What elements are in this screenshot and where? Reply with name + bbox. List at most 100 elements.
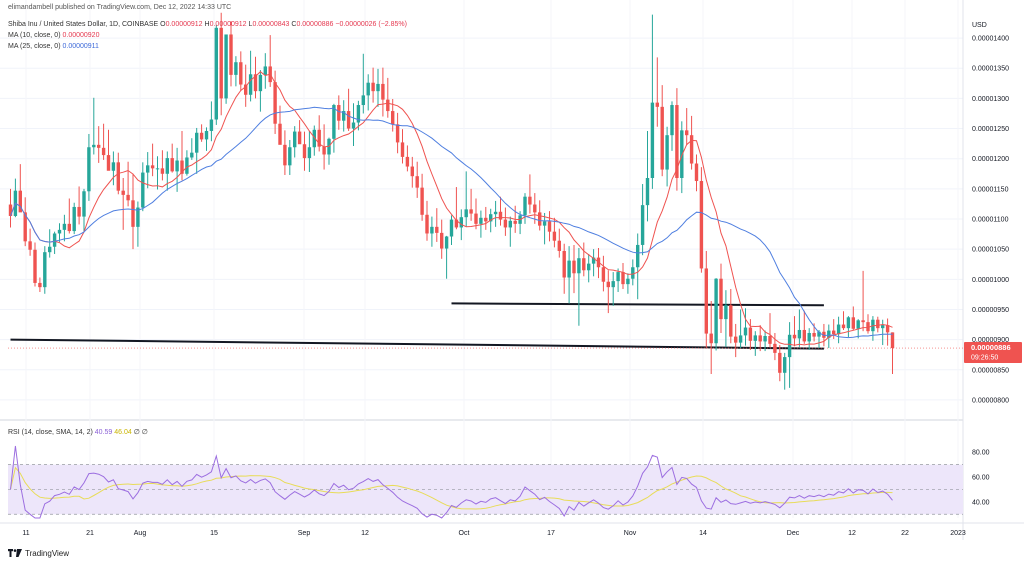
rsi-value: 40.59 xyxy=(94,429,113,436)
candle xyxy=(807,328,811,350)
candle-body xyxy=(253,74,258,92)
candle-body xyxy=(234,62,238,75)
candle xyxy=(293,126,297,158)
time-tick-label: 12 xyxy=(848,530,856,537)
support-lines xyxy=(8,302,963,350)
candle-body xyxy=(356,105,361,123)
ma25-legend[interactable]: MA (25, close, 0) 0.00000911 xyxy=(8,42,99,51)
candle xyxy=(92,97,96,155)
candle-body xyxy=(699,181,704,269)
price-tick-label: 0.00001250 xyxy=(972,126,1009,133)
candle-body xyxy=(582,258,586,271)
candle-body xyxy=(92,144,96,148)
ohlc-legend[interactable]: Shiba Inu / United States Dollar, 1D, CO… xyxy=(8,20,407,29)
candle xyxy=(175,147,179,192)
tradingview-logo-icon xyxy=(8,549,22,557)
candle-body xyxy=(18,190,22,213)
price-tick-label: 0.00001150 xyxy=(972,186,1009,193)
candle xyxy=(577,247,581,326)
price-tick-label: 0.00001000 xyxy=(972,277,1009,284)
candle-body xyxy=(307,147,312,159)
candle xyxy=(366,74,370,111)
candle-body xyxy=(783,357,787,373)
candle xyxy=(523,193,527,224)
time-tick-label: 2023 xyxy=(950,530,966,537)
candle xyxy=(150,143,155,177)
tradingview-brand[interactable]: TradingView xyxy=(8,549,69,558)
candle xyxy=(763,330,767,352)
candle xyxy=(38,277,42,292)
candle-body xyxy=(440,232,444,249)
candle-body xyxy=(435,226,439,233)
candle-body xyxy=(351,122,356,129)
price-tick-label: 0.00000800 xyxy=(972,397,1009,404)
candle-body xyxy=(199,132,204,140)
candle xyxy=(709,301,713,374)
candle-body xyxy=(62,223,67,230)
ma10-label: MA (10, close, 0) xyxy=(8,32,61,39)
rsi-legend[interactable]: RSI (14, close, SMA, 14, 2) 40.59 46.04 … xyxy=(8,428,148,437)
candle xyxy=(111,151,116,186)
candle-body xyxy=(425,214,429,234)
candle-body xyxy=(87,147,91,192)
candle-body xyxy=(822,331,826,338)
candle-body xyxy=(606,281,610,288)
time-axis: 11 21 Aug 15 Sep 12 Oct 17 Nov 14 Dec 12 22 2023 xyxy=(0,522,1024,537)
candle-body xyxy=(802,329,806,342)
candle xyxy=(493,200,498,227)
candle xyxy=(376,68,380,107)
candle xyxy=(420,173,424,221)
candle xyxy=(724,290,728,347)
candle-body xyxy=(415,176,419,188)
rsi-tick-label: 60.00 xyxy=(972,475,990,482)
candle xyxy=(160,150,165,181)
candle-body xyxy=(459,217,463,228)
candle xyxy=(297,120,302,145)
candle-body xyxy=(640,205,645,245)
candle xyxy=(876,316,880,333)
candle-body xyxy=(513,220,517,224)
candle-body xyxy=(155,168,160,170)
candle xyxy=(302,131,307,171)
candle xyxy=(263,53,267,89)
candle xyxy=(778,345,782,382)
candle xyxy=(43,246,47,294)
candle xyxy=(650,14,655,189)
ma10-legend[interactable]: MA (10, close, 0) 0.00000920 xyxy=(8,31,99,40)
candle xyxy=(72,202,76,235)
candle xyxy=(170,143,174,173)
candle-body xyxy=(67,223,71,232)
candle-body xyxy=(547,221,552,232)
candle xyxy=(253,56,258,99)
candle xyxy=(773,332,777,361)
candle-body xyxy=(841,324,846,329)
candle xyxy=(214,24,218,125)
time-tick-label: Nov xyxy=(624,530,637,537)
candle-body xyxy=(836,324,841,335)
candle-body xyxy=(474,213,478,224)
candle xyxy=(444,235,449,279)
price-tick-label: 0.00000950 xyxy=(972,307,1009,314)
candle-body xyxy=(797,329,802,339)
candle xyxy=(640,184,645,256)
publish-info: elimandambell published on TradingView.c… xyxy=(8,4,232,11)
candle-body xyxy=(150,165,155,169)
candle-body xyxy=(106,155,111,171)
candle xyxy=(381,67,385,117)
candle-body xyxy=(420,187,424,215)
candle-body xyxy=(758,335,762,342)
candle xyxy=(435,208,439,242)
candle xyxy=(748,319,753,350)
ohlc-low: 0.00000843 xyxy=(252,21,290,28)
candle-body xyxy=(591,257,596,264)
candle xyxy=(670,101,674,151)
candle xyxy=(371,67,375,103)
candle xyxy=(841,311,846,330)
rsi-band xyxy=(8,464,963,515)
candle-body xyxy=(366,82,370,96)
candle xyxy=(881,319,885,346)
ma25-line xyxy=(10,106,893,339)
candle xyxy=(851,306,855,331)
candle-body xyxy=(484,217,488,222)
